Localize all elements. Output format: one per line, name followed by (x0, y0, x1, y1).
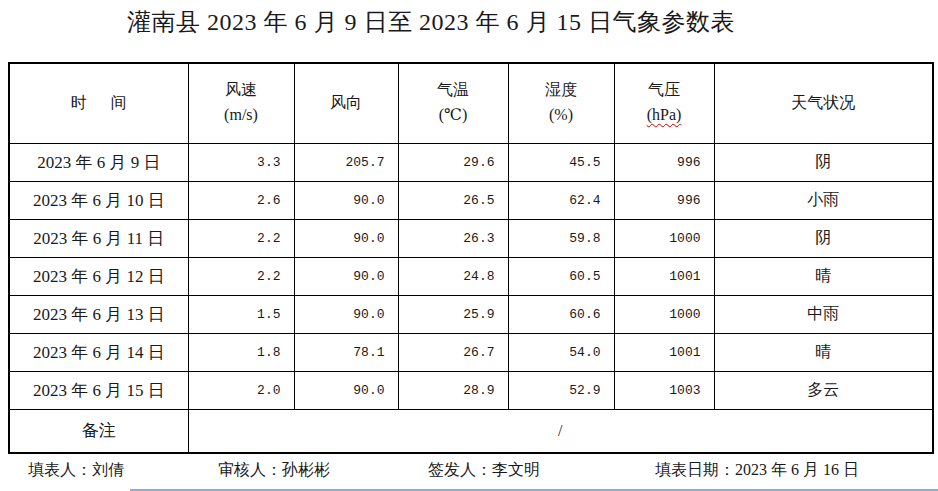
remark-value: / (188, 409, 933, 453)
cell-wind-speed: 1.5 (188, 295, 294, 333)
cell-humidity: 62.4 (508, 181, 614, 219)
cell-wind-direction: 78.1 (294, 333, 398, 371)
cell-wind-speed: 2.2 (188, 257, 294, 295)
cell-temperature: 26.3 (398, 219, 508, 257)
cell-date: 2023 年 6 月 11 日 (9, 219, 188, 257)
table-row: 2023 年 6 月 13 日 1.5 90.0 25.9 60.6 1000 … (9, 295, 933, 333)
cell-date: 2023 年 6 月 13 日 (9, 295, 188, 333)
cell-temperature: 24.8 (398, 257, 508, 295)
weather-parameters-table: 时 间 风速 (m/s) 风向 气温 (℃) 湿度 (%) 气压 (hPa) (8, 62, 934, 454)
cell-pressure: 996 (614, 181, 714, 219)
cell-date: 2023 年 6 月 12 日 (9, 257, 188, 295)
cell-date: 2023 年 6 月 9 日 (9, 143, 188, 181)
cell-wind-speed: 2.0 (188, 371, 294, 409)
cell-temperature: 25.9 (398, 295, 508, 333)
col-header-pressure: 气压 (hPa) (614, 63, 714, 143)
wind-speed-label: 风速 (189, 78, 294, 103)
temperature-label: 气温 (399, 78, 508, 103)
cell-date: 2023 年 6 月 14 日 (9, 333, 188, 371)
cell-weather: 小雨 (714, 181, 933, 219)
filled-by-label: 填表人：刘倩 (28, 460, 124, 481)
col-header-temperature: 气温 (℃) (398, 63, 508, 143)
cell-wind-speed: 2.2 (188, 219, 294, 257)
cell-temperature: 28.9 (398, 371, 508, 409)
cell-pressure: 1000 (614, 295, 714, 333)
table-header-row: 时 间 风速 (m/s) 风向 气温 (℃) 湿度 (%) 气压 (hPa) (9, 63, 933, 143)
issued-by-label: 签发人：李文明 (428, 460, 540, 481)
cell-humidity: 54.0 (508, 333, 614, 371)
table-row: 2023 年 6 月 12 日 2.2 90.0 24.8 60.5 1001 … (9, 257, 933, 295)
signature-row: 填表人：刘倩 审核人：孙彬彬 签发人：李文明 填表日期：2023 年 6 月 1… (0, 458, 938, 486)
fill-date-label: 填表日期：2023 年 6 月 16 日 (655, 460, 859, 481)
reviewed-by-label: 审核人：孙彬彬 (218, 460, 330, 481)
cell-weather: 晴 (714, 333, 933, 371)
cell-pressure: 1001 (614, 333, 714, 371)
cell-humidity: 52.9 (508, 371, 614, 409)
remark-row: 备注 / (9, 409, 933, 453)
cell-weather: 多云 (714, 371, 933, 409)
cell-weather: 阴 (714, 143, 933, 181)
col-header-humidity: 湿度 (%) (508, 63, 614, 143)
document-page: 灌南县 2023 年 6 月 9 日至 2023 年 6 月 15 日气象参数表… (0, 0, 938, 491)
remark-label: 备注 (9, 409, 188, 453)
cell-pressure: 1003 (614, 371, 714, 409)
col-header-time: 时 间 (9, 63, 188, 143)
humidity-unit: (%) (509, 103, 614, 128)
cell-weather: 中雨 (714, 295, 933, 333)
cell-pressure: 1000 (614, 219, 714, 257)
table-row: 2023 年 6 月 15 日 2.0 90.0 28.9 52.9 1003 … (9, 371, 933, 409)
table-row: 2023 年 6 月 11 日 2.2 90.0 26.3 59.8 1000 … (9, 219, 933, 257)
cell-wind-direction: 90.0 (294, 257, 398, 295)
cell-wind-speed: 2.6 (188, 181, 294, 219)
humidity-label: 湿度 (509, 78, 614, 103)
cell-wind-speed: 3.3 (188, 143, 294, 181)
table-row: 2023 年 6 月 9 日 3.3 205.7 29.6 45.5 996 阴 (9, 143, 933, 181)
cell-humidity: 60.6 (508, 295, 614, 333)
cell-humidity: 59.8 (508, 219, 614, 257)
cell-temperature: 26.7 (398, 333, 508, 371)
cell-weather: 阴 (714, 219, 933, 257)
col-header-wind-direction: 风向 (294, 63, 398, 143)
cell-humidity: 45.5 (508, 143, 614, 181)
table-row: 2023 年 6 月 14 日 1.8 78.1 26.7 54.0 1001 … (9, 333, 933, 371)
wind-speed-unit: (m/s) (189, 103, 294, 128)
cell-wind-speed: 1.8 (188, 333, 294, 371)
cell-date: 2023 年 6 月 10 日 (9, 181, 188, 219)
cell-pressure: 1001 (614, 257, 714, 295)
cell-humidity: 60.5 (508, 257, 614, 295)
cell-wind-direction: 90.0 (294, 219, 398, 257)
page-title: 灌南县 2023 年 6 月 9 日至 2023 年 6 月 15 日气象参数表 (0, 6, 862, 38)
col-header-weather: 天气状况 (714, 63, 933, 143)
cell-wind-direction: 90.0 (294, 295, 398, 333)
cell-temperature: 26.5 (398, 181, 508, 219)
col-header-wind-speed: 风速 (m/s) (188, 63, 294, 143)
pressure-unit: (hPa) (615, 103, 714, 128)
pressure-label: 气压 (615, 78, 714, 103)
cell-pressure: 996 (614, 143, 714, 181)
cell-temperature: 29.6 (398, 143, 508, 181)
cell-wind-direction: 205.7 (294, 143, 398, 181)
cell-date: 2023 年 6 月 15 日 (9, 371, 188, 409)
table-row: 2023 年 6 月 10 日 2.6 90.0 26.5 62.4 996 小… (9, 181, 933, 219)
temperature-unit: (℃) (399, 103, 508, 128)
cell-wind-direction: 90.0 (294, 181, 398, 219)
cell-weather: 晴 (714, 257, 933, 295)
cell-wind-direction: 90.0 (294, 371, 398, 409)
